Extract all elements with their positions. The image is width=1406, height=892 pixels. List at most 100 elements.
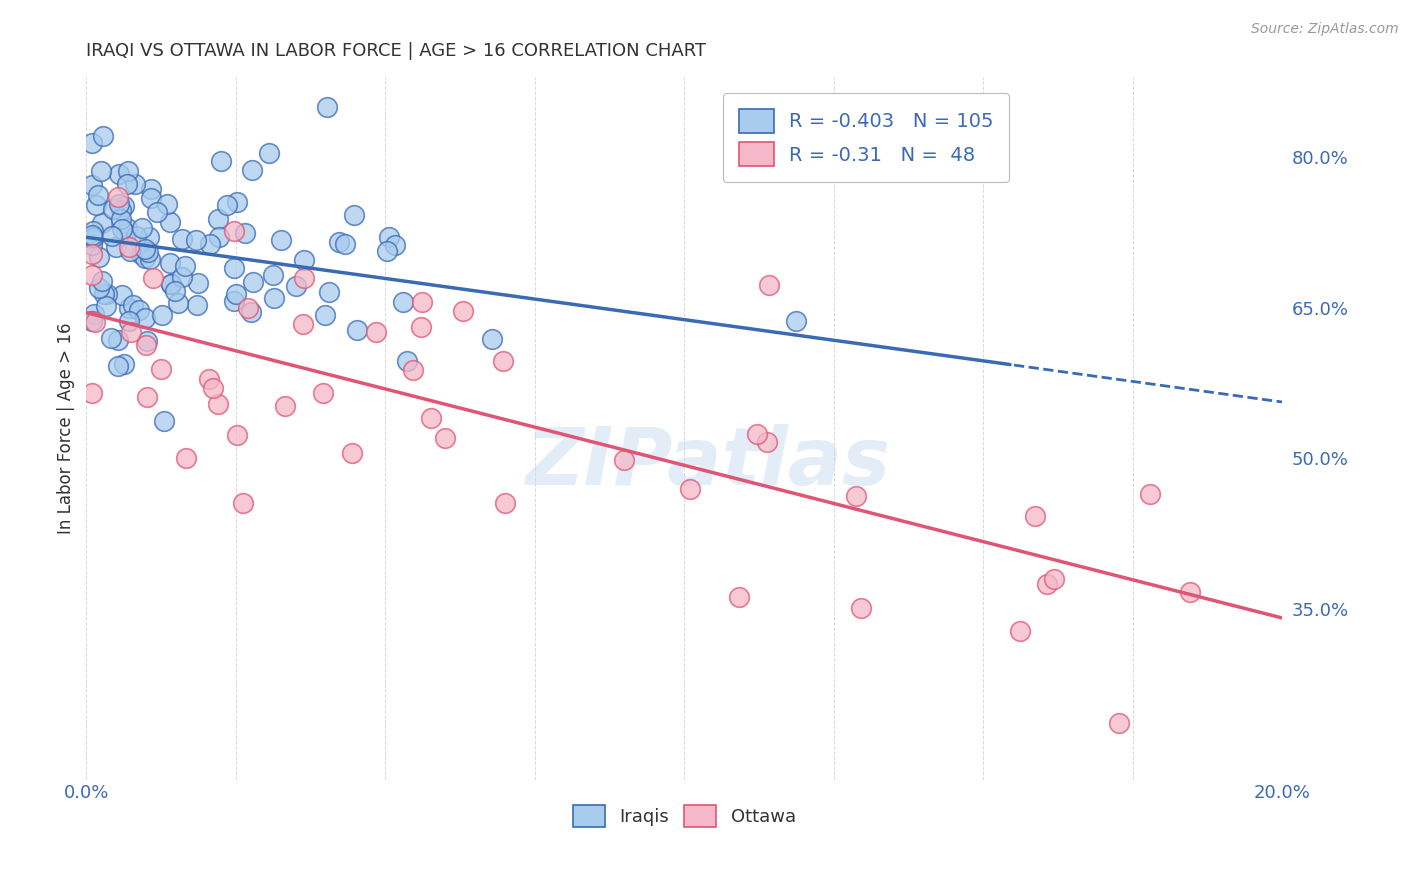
Point	[409, 320, 432, 334]
Point	[201, 381, 224, 395]
Point	[135, 338, 157, 352]
Point	[86, 187, 108, 202]
Point	[851, 601, 873, 615]
Point	[170, 232, 193, 246]
Point	[82, 136, 104, 150]
Point	[225, 287, 247, 301]
Point	[124, 229, 146, 244]
Point	[111, 288, 134, 302]
Point	[159, 256, 181, 270]
Point	[110, 211, 132, 226]
Point	[82, 232, 104, 246]
Point	[82, 224, 104, 238]
Point	[107, 197, 129, 211]
Point	[274, 399, 297, 413]
Point	[292, 252, 315, 267]
Point	[104, 240, 127, 254]
Point	[395, 354, 418, 368]
Point	[242, 162, 264, 177]
Point	[420, 411, 443, 425]
Point	[262, 268, 284, 282]
Point	[1024, 508, 1046, 523]
Point	[481, 332, 503, 346]
Point	[312, 386, 335, 401]
Point	[82, 386, 104, 401]
Point	[232, 496, 254, 510]
Point	[107, 359, 129, 373]
Text: ZIPatlas: ZIPatlas	[526, 425, 890, 502]
Point	[112, 198, 135, 212]
Point	[756, 434, 779, 449]
Point	[142, 271, 165, 285]
Point	[222, 260, 245, 275]
Point	[433, 431, 456, 445]
Point	[101, 202, 124, 216]
Point	[139, 181, 162, 195]
Point	[117, 163, 139, 178]
Point	[333, 237, 356, 252]
Point	[90, 164, 112, 178]
Point	[118, 314, 141, 328]
Point	[207, 212, 229, 227]
Point	[242, 275, 264, 289]
Point	[134, 243, 156, 257]
Point	[176, 450, 198, 465]
Point	[141, 191, 163, 205]
Point	[318, 285, 340, 299]
Point	[184, 234, 207, 248]
Point	[375, 244, 398, 258]
Point	[124, 177, 146, 191]
Point	[82, 246, 104, 260]
Point	[314, 308, 336, 322]
Point	[1043, 573, 1066, 587]
Point	[150, 308, 173, 322]
Point	[170, 270, 193, 285]
Point	[728, 591, 751, 605]
Point	[83, 307, 105, 321]
Point	[160, 277, 183, 291]
Point	[159, 215, 181, 229]
Point	[93, 286, 115, 301]
Point	[118, 244, 141, 258]
Point	[160, 277, 183, 292]
Point	[316, 100, 339, 114]
Point	[679, 482, 702, 496]
Point	[96, 287, 118, 301]
Point	[292, 270, 315, 285]
Point	[82, 178, 104, 192]
Point	[1008, 624, 1031, 638]
Point	[128, 303, 150, 318]
Point	[107, 333, 129, 347]
Point	[207, 396, 229, 410]
Point	[101, 228, 124, 243]
Point	[118, 301, 141, 316]
Point	[82, 268, 104, 283]
Point	[118, 240, 141, 254]
Point	[745, 427, 768, 442]
Point	[136, 390, 159, 404]
Point	[270, 233, 292, 247]
Point	[115, 221, 138, 235]
Point	[115, 177, 138, 191]
Point	[186, 298, 208, 312]
Point	[115, 226, 138, 240]
Point	[108, 167, 131, 181]
Point	[111, 222, 134, 236]
Point	[224, 294, 246, 309]
Point	[112, 357, 135, 371]
Point	[187, 277, 209, 291]
Point	[146, 204, 169, 219]
Point	[377, 230, 399, 244]
Point	[134, 251, 156, 265]
Point	[224, 224, 246, 238]
Point	[384, 237, 406, 252]
Point	[136, 334, 159, 348]
Point	[150, 362, 173, 376]
Point	[134, 310, 156, 325]
Text: Source: ZipAtlas.com: Source: ZipAtlas.com	[1251, 22, 1399, 37]
Point	[845, 489, 868, 503]
Point	[82, 314, 104, 328]
Point	[139, 252, 162, 266]
Point	[82, 230, 104, 244]
Point	[153, 414, 176, 428]
